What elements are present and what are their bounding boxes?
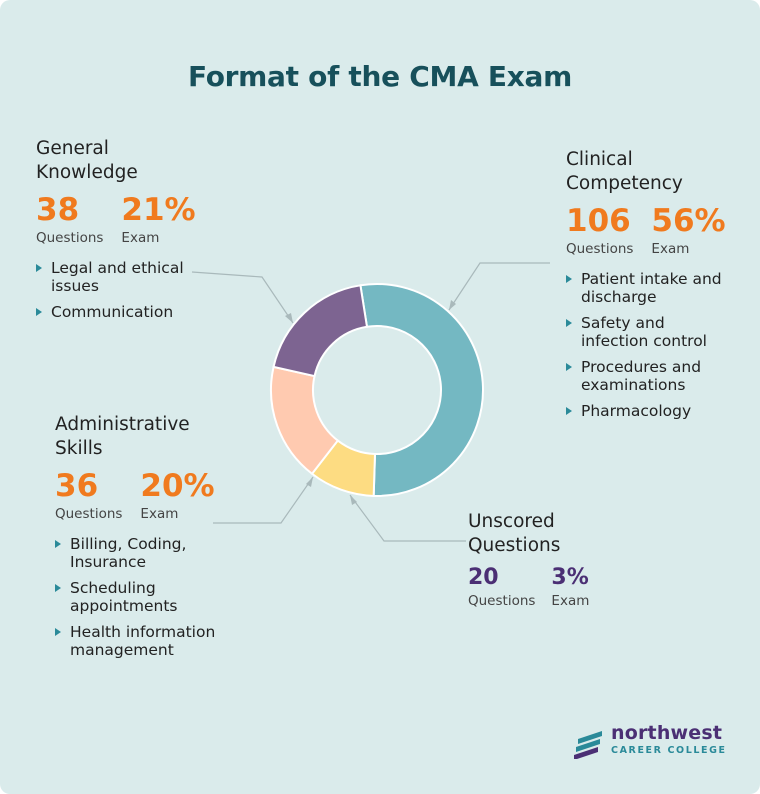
connector-unscored (349, 494, 466, 542)
logo-name: northwest (611, 722, 723, 744)
topic-item: Patient intake and discharge (566, 270, 736, 306)
section-title-line: Competency (566, 173, 683, 194)
arrow-administrative (306, 477, 313, 487)
questions-label: Questions (566, 241, 634, 257)
arrow-general (285, 313, 293, 323)
arrow-unscored (350, 495, 357, 505)
topic-item: Legal and ethical issues (36, 259, 186, 295)
section-unscored-questions: Unscored Questions 20 Questions 3% Exam (468, 510, 607, 610)
topic-item: Scheduling appointments (55, 579, 225, 615)
connector-administrative (213, 476, 314, 524)
topic-list: Patient intake and discharge Safety and … (566, 270, 736, 420)
topic-item: Safety and infection control (566, 314, 736, 350)
questions-count: 38 (36, 192, 80, 228)
questions-label: Questions (468, 593, 536, 609)
questions-count: 36 (55, 468, 99, 504)
exam-label: Exam (651, 241, 690, 257)
connector-general (191, 271, 294, 324)
donut-slice-clinical-competency (359, 283, 484, 497)
questions-stat: 106 Questions (566, 202, 633, 258)
section-title: General Knowledge (36, 137, 214, 185)
exam-percent: 20% (140, 468, 215, 504)
section-title-line: Knowledge (36, 162, 138, 183)
questions-count: 106 (566, 203, 631, 239)
page-title: Format of the CMA Exam (188, 60, 572, 93)
questions-label: Questions (36, 230, 104, 246)
section-clinical-competency: Clinical Competency 106 Questions 56% Ex… (566, 148, 744, 428)
topic-list: Billing, Coding, Insurance Scheduling ap… (55, 535, 225, 659)
logo-subtitle: CAREER COLLEGE (611, 745, 727, 756)
college-logo: northwest CAREER COLLEGE (574, 722, 734, 762)
stats: 20 Questions 3% Exam (468, 564, 607, 610)
exam-stat: 20% Exam (140, 467, 214, 523)
topic-item: Procedures and examinations (566, 358, 736, 394)
section-title-line: Administrative (55, 414, 190, 435)
topic-item: Pharmacology (566, 402, 736, 420)
topic-list: Legal and ethical issues Communication (36, 259, 186, 321)
section-title-line: Questions (468, 535, 561, 556)
exam-label: Exam (551, 593, 590, 609)
section-title: Unscored Questions (468, 510, 607, 558)
section-title: Clinical Competency (566, 148, 744, 196)
connector-arrows (285, 300, 456, 505)
exam-label: Exam (140, 506, 179, 522)
questions-stat: 38 Questions (36, 191, 103, 247)
section-title-line: Clinical (566, 149, 633, 170)
stats: 38 Questions 21% Exam (36, 191, 214, 247)
exam-percent: 56% (651, 203, 726, 239)
connector-lines (191, 262, 550, 542)
exam-percent: 3% (551, 565, 589, 590)
questions-stat: 36 Questions (55, 467, 122, 523)
topic-item: Communication (36, 303, 186, 321)
logo-mark-icon (574, 731, 602, 759)
arrow-clinical (449, 300, 456, 310)
stats: 106 Questions 56% Exam (566, 202, 744, 258)
exam-stat: 21% Exam (121, 191, 195, 247)
topic-item: Billing, Coding, Insurance (55, 535, 225, 571)
section-administrative-skills: Administrative Skills 36 Questions 20% E… (55, 413, 233, 667)
section-title-line: Skills (55, 438, 103, 459)
exam-percent: 21% (121, 192, 196, 228)
section-title-line: Unscored (468, 511, 555, 532)
questions-count: 20 (468, 565, 499, 590)
section-title-line: General (36, 138, 109, 159)
section-general-knowledge: General Knowledge 38 Questions 21% Exam … (36, 137, 214, 329)
topic-item: Health information management (55, 623, 225, 659)
questions-label: Questions (55, 506, 123, 522)
donut-slice-general-knowledge (272, 284, 369, 378)
exam-stat: 3% Exam (551, 564, 589, 610)
connector-clinical (448, 262, 550, 311)
stats: 36 Questions 20% Exam (55, 467, 233, 523)
questions-stat: 20 Questions (468, 564, 535, 610)
exam-stat: 56% Exam (651, 202, 725, 258)
section-title: Administrative Skills (55, 413, 233, 461)
exam-label: Exam (121, 230, 160, 246)
